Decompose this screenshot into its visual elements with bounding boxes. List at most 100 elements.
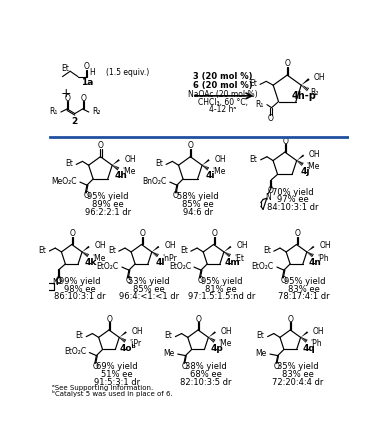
Text: O: O [268, 186, 274, 195]
Polygon shape [202, 159, 210, 165]
Text: EtO₂C: EtO₂C [169, 262, 191, 271]
Text: 2: 2 [72, 117, 78, 126]
Text: 89% ee: 89% ee [92, 200, 124, 209]
Text: O: O [55, 276, 62, 285]
Polygon shape [112, 159, 120, 165]
Text: 97% ee: 97% ee [277, 195, 308, 204]
Text: 4-12 hᵃ: 4-12 hᵃ [209, 105, 237, 114]
Text: 83% ee: 83% ee [288, 285, 320, 293]
Text: O: O [83, 191, 89, 200]
Polygon shape [307, 246, 314, 252]
Text: 53% yield: 53% yield [128, 277, 170, 286]
Text: 6 (20 mol %): 6 (20 mol %) [193, 81, 253, 90]
Text: O: O [274, 362, 280, 371]
Polygon shape [119, 331, 127, 337]
Text: Me: Me [163, 349, 175, 358]
Text: EtO₂C: EtO₂C [252, 262, 274, 271]
Text: O: O [125, 277, 131, 285]
Text: 'Ph: 'Ph [311, 339, 322, 348]
Text: O: O [196, 315, 202, 324]
Text: O: O [69, 229, 75, 238]
Text: ᵇCatalyst 5 was used in place of 6.: ᵇCatalyst 5 was used in place of 6. [52, 390, 172, 396]
Text: 'Me: 'Me [212, 167, 225, 176]
Text: 'Me: 'Me [307, 162, 320, 171]
Text: H: H [90, 68, 95, 77]
Text: 95% yield: 95% yield [284, 277, 325, 286]
Text: 58% yield: 58% yield [177, 192, 219, 201]
Polygon shape [152, 246, 159, 252]
Text: R₁: R₁ [255, 100, 264, 109]
Text: +: + [60, 87, 71, 100]
Text: 95% yield: 95% yield [87, 192, 129, 201]
Text: 'Me: 'Me [122, 167, 136, 176]
Text: (1.5 equiv.): (1.5 equiv.) [106, 68, 149, 77]
Text: 95% yield: 95% yield [201, 277, 242, 286]
Text: O: O [93, 362, 99, 371]
Text: 4p: 4p [211, 344, 223, 353]
Text: O: O [182, 362, 188, 371]
Text: 1a: 1a [81, 78, 94, 87]
Text: Me: Me [256, 349, 267, 358]
Text: 4h: 4h [114, 172, 127, 181]
Text: O: O [139, 229, 145, 238]
Text: 51% ee: 51% ee [101, 370, 133, 379]
Text: O: O [107, 315, 113, 324]
Text: Et: Et [180, 246, 188, 255]
Text: OH: OH [236, 241, 248, 250]
Text: Et: Et [165, 331, 172, 340]
Text: 4m: 4m [225, 258, 240, 267]
Text: 4h-p: 4h-p [292, 91, 317, 101]
Text: MeO₂C: MeO₂C [51, 177, 77, 186]
Text: OH: OH [215, 155, 226, 164]
Text: R₂: R₂ [310, 88, 319, 97]
Text: BnO₂C: BnO₂C [142, 177, 167, 186]
Text: O: O [211, 229, 217, 238]
Text: 'iPr: 'iPr [129, 339, 142, 348]
Text: O: O [65, 94, 71, 103]
Text: OH: OH [132, 327, 143, 336]
Text: O: O [83, 62, 89, 71]
Text: O: O [280, 277, 286, 285]
Text: Et: Et [155, 159, 163, 168]
Polygon shape [297, 154, 304, 161]
Text: 72:20:4:4 dr: 72:20:4:4 dr [272, 378, 324, 387]
Text: Et: Et [256, 331, 265, 340]
Text: O: O [173, 191, 179, 200]
Text: CHCl₃, 60 °C,: CHCl₃, 60 °C, [198, 98, 248, 107]
Text: 99% yield: 99% yield [59, 277, 100, 286]
Text: EtO₂C: EtO₂C [64, 347, 86, 356]
Text: 4k: 4k [85, 258, 97, 267]
Text: 38% yield: 38% yield [185, 363, 227, 372]
Text: 81% ee: 81% ee [206, 285, 237, 293]
Text: 35% yield: 35% yield [277, 363, 319, 372]
Text: 4l: 4l [156, 258, 165, 267]
Text: OH: OH [125, 155, 136, 164]
Text: 86:10:3:1 dr: 86:10:3:1 dr [54, 292, 105, 301]
Text: 4j: 4j [300, 167, 310, 176]
Text: 85% ee: 85% ee [133, 285, 165, 293]
Text: 'Me: 'Me [92, 254, 106, 263]
Text: 3 (20 mol %): 3 (20 mol %) [193, 72, 253, 81]
Text: O: O [188, 141, 194, 150]
Text: OH: OH [94, 241, 106, 250]
Text: OH: OH [313, 327, 325, 336]
Text: Et: Et [249, 79, 257, 88]
Text: 82:10:3:5 dr: 82:10:3:5 dr [180, 378, 232, 387]
Text: O: O [80, 94, 86, 103]
Text: OH: OH [309, 150, 321, 159]
Text: 'Me: 'Me [218, 339, 232, 348]
Polygon shape [224, 246, 232, 252]
Text: 98% ee: 98% ee [64, 285, 95, 293]
Text: 70% yield: 70% yield [272, 188, 314, 197]
Text: O: O [55, 277, 61, 286]
Text: 96:4:<1:<1 dr: 96:4:<1:<1 dr [119, 292, 179, 301]
Text: 91:5:3:1 dr: 91:5:3:1 dr [94, 378, 140, 387]
Text: OH: OH [164, 241, 176, 250]
Text: O: O [268, 114, 274, 123]
Text: Et: Et [61, 64, 69, 73]
Text: 4oᵇ: 4oᵇ [120, 344, 136, 353]
Text: O: O [282, 137, 288, 146]
Text: 'nPr: 'nPr [162, 254, 177, 263]
Polygon shape [82, 246, 90, 252]
Text: 68% ee: 68% ee [190, 370, 222, 379]
